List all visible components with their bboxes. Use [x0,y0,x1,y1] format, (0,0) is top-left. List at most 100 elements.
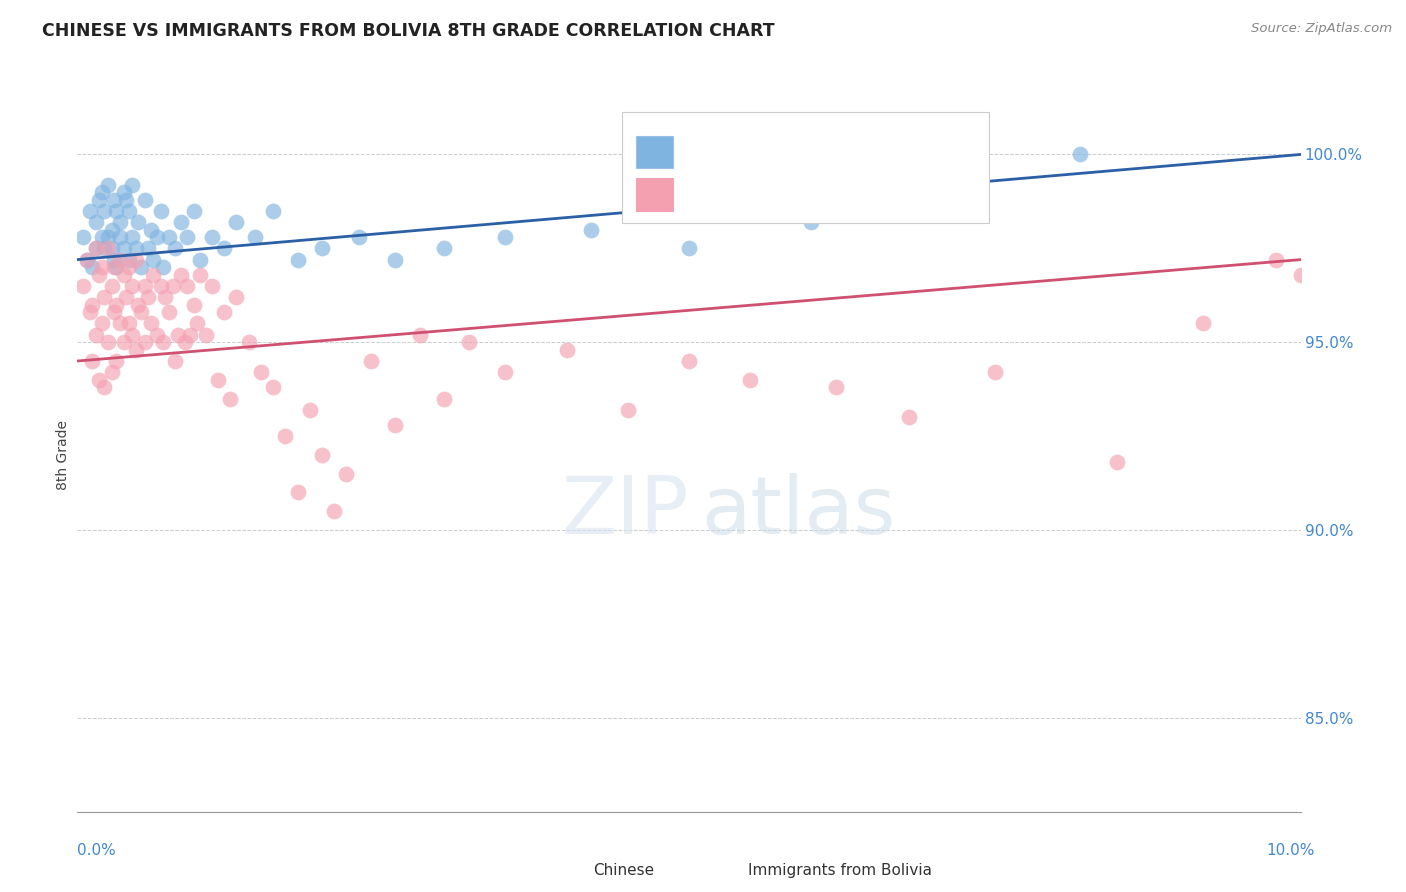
Point [103,252,125,267]
Point [207,373,229,387]
Point [134,279,156,293]
Point [678,241,700,255]
Point [139,317,162,331]
Point [121,279,143,293]
Point [89,373,111,387]
Text: Chinese: Chinese [593,863,655,878]
Point [118,252,141,267]
Point [118,317,141,331]
Point [1107,455,1129,469]
Point [287,252,309,267]
Point [579,222,602,236]
Point [84,215,107,229]
Point [347,230,370,244]
Point [90,185,112,199]
Point [108,252,131,267]
Point [212,241,235,255]
Point [79,203,101,218]
Point [118,260,141,274]
Point [183,203,205,218]
Text: R =  0.192: R = 0.192 [689,137,770,152]
Point [103,260,125,274]
Point [495,230,517,244]
Point [162,279,184,293]
Point [121,178,143,192]
Point [121,327,143,342]
Point [170,215,193,229]
Point [80,260,103,274]
Point [100,222,122,236]
Point [105,298,128,312]
Point [84,327,107,342]
Point [194,327,217,342]
Text: N = 94: N = 94 [860,180,914,194]
Point [183,298,205,312]
Bar [713,859,741,886]
Point [79,305,101,319]
Point [170,268,193,282]
Bar [561,859,588,886]
Point [166,327,188,342]
Point [97,230,120,244]
Point [984,365,1007,379]
Point [225,215,247,229]
Point [115,193,138,207]
Point [219,392,242,406]
Point [201,230,224,244]
Point [142,252,165,267]
Point [287,485,309,500]
Point [186,317,208,331]
Text: N = 59: N = 59 [860,137,914,152]
Point [250,365,273,379]
Point [112,335,135,350]
Point [1265,252,1288,267]
Text: ZIP: ZIP [561,473,689,551]
Point [152,260,174,274]
Point [129,260,152,274]
Point [165,354,187,368]
Point [80,298,103,312]
Point [93,241,115,255]
Point [72,230,94,244]
Point [108,317,131,331]
Point [125,241,148,255]
Point [274,429,297,443]
Text: Immigrants from Bolivia: Immigrants from Bolivia [748,863,932,878]
Bar [621,112,988,223]
Point [134,193,156,207]
Point [90,230,112,244]
Point [1289,268,1312,282]
Point [176,279,198,293]
Point [89,193,111,207]
Point [103,193,125,207]
Point [176,230,198,244]
Point [84,241,107,255]
Point [188,268,211,282]
Point [243,230,266,244]
Point [149,203,172,218]
Point [121,230,143,244]
Point [335,467,357,481]
Point [157,305,180,319]
Point [136,290,159,304]
Point [311,241,333,255]
Point [457,335,479,350]
Point [76,252,98,267]
Point [115,290,138,304]
Point [128,298,150,312]
Point [152,335,174,350]
Point [433,241,456,255]
Bar [637,136,673,168]
Point [84,241,107,255]
Point [179,327,201,342]
Point [72,279,94,293]
Point [105,354,128,368]
Text: 10.0%: 10.0% [1267,843,1315,858]
Point [100,279,122,293]
Point [93,290,115,304]
Point [129,305,152,319]
Point [617,402,640,417]
Point [384,417,406,432]
Text: CHINESE VS IMMIGRANTS FROM BOLIVIA 8TH GRADE CORRELATION CHART: CHINESE VS IMMIGRANTS FROM BOLIVIA 8TH G… [42,22,775,40]
Point [188,252,211,267]
